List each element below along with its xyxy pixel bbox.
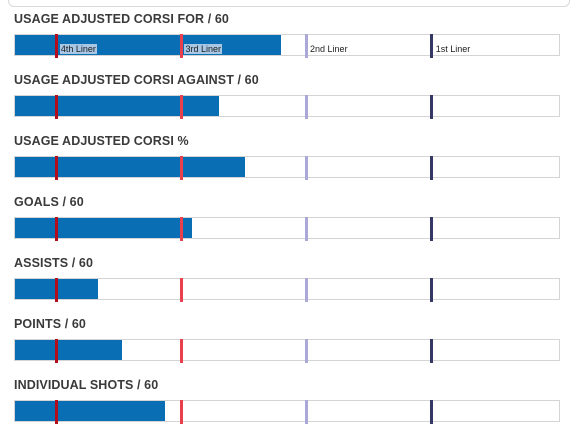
bullet-track: 4th Liner 3rd Liner 2nd Liner 1st Liner	[14, 34, 560, 58]
tier-marker	[55, 278, 59, 302]
tier-marker	[179, 34, 183, 58]
value-bar	[15, 340, 122, 360]
bullet-track	[14, 217, 560, 241]
tier-label: 2nd Liner	[310, 44, 348, 54]
tier-marker	[304, 278, 308, 302]
value-bar	[15, 401, 165, 421]
tier-marker	[304, 95, 308, 119]
bullet-track	[14, 156, 560, 180]
bullet-track	[14, 339, 560, 363]
tier-marker	[55, 34, 59, 58]
tier-marker	[55, 400, 59, 424]
tier-marker	[55, 339, 59, 363]
tier-marker	[304, 217, 308, 241]
tier-marker	[179, 217, 183, 241]
tier-marker	[304, 339, 308, 363]
metric-title: INDIVIDUAL SHOTS / 60	[14, 378, 159, 392]
chart-frame	[8, 0, 570, 7]
metric-title: GOALS / 60	[14, 195, 84, 209]
bullet-track	[14, 400, 560, 424]
metric-title: USAGE ADJUSTED CORSI AGAINST / 60	[14, 73, 259, 87]
tier-marker	[179, 400, 183, 424]
tier-marker	[304, 34, 308, 58]
metric-title: ASSISTS / 60	[14, 256, 94, 270]
tier-marker	[430, 156, 434, 180]
tier-marker	[55, 95, 59, 119]
value-bar	[15, 96, 219, 116]
value-bar	[15, 157, 246, 177]
tier-label: 3rd Liner	[184, 44, 222, 54]
bullet-track	[14, 95, 560, 119]
metric-title: POINTS / 60	[14, 317, 86, 331]
tier-marker	[55, 217, 59, 241]
tier-marker	[430, 278, 434, 302]
tier-marker	[55, 156, 59, 180]
metric-title: USAGE ADJUSTED CORSI FOR / 60	[14, 12, 229, 26]
tier-marker	[430, 34, 434, 58]
tier-marker	[430, 339, 434, 363]
tier-marker	[430, 400, 434, 424]
tier-marker	[179, 95, 183, 119]
tier-label: 1st Liner	[435, 44, 471, 54]
metric-title: USAGE ADJUSTED CORSI %	[14, 134, 189, 148]
tier-marker	[304, 156, 308, 180]
bullet-track	[14, 278, 560, 302]
tier-marker	[179, 156, 183, 180]
tier-marker	[430, 95, 434, 119]
tier-marker	[430, 217, 434, 241]
tier-marker	[179, 278, 183, 302]
tier-marker	[304, 400, 308, 424]
tier-marker	[179, 339, 183, 363]
tier-label: 4th Liner	[59, 44, 97, 54]
value-bar	[15, 218, 193, 238]
